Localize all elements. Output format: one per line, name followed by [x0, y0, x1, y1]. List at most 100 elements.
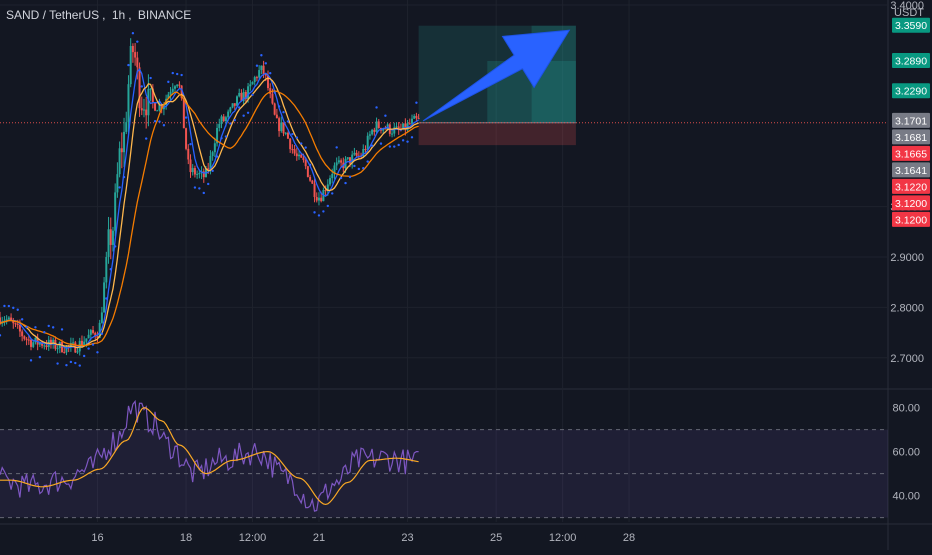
psar-dot — [331, 192, 334, 195]
candle-body — [408, 123, 411, 125]
candle-body — [18, 324, 21, 332]
price-label-bg — [892, 178, 930, 194]
candle-body — [76, 351, 79, 353]
psar-dot — [167, 80, 170, 84]
candle-body — [340, 160, 343, 163]
candle-body — [264, 74, 267, 76]
psar-dot — [162, 124, 166, 127]
price-label-bg — [892, 129, 930, 145]
psar-dot — [189, 143, 192, 146]
candle-body — [258, 70, 261, 78]
candle-body — [251, 81, 254, 85]
candle-body — [16, 323, 19, 325]
candle-body — [375, 121, 378, 132]
candle-body — [80, 340, 83, 346]
x-tick-label: 25 — [490, 532, 502, 544]
candle-body — [348, 157, 351, 164]
psar-dot — [379, 142, 383, 145]
psar-dot — [304, 146, 307, 149]
psar-dot — [105, 297, 108, 300]
psar-dot — [300, 142, 303, 145]
psar-dot — [202, 191, 205, 195]
psar-dot — [56, 362, 59, 365]
psar-dot — [326, 204, 330, 208]
candle-body — [410, 118, 413, 124]
candle-body — [326, 184, 329, 191]
candle-body — [311, 180, 314, 184]
candle-body — [7, 317, 10, 320]
psar-dot — [34, 326, 37, 329]
candle-body — [38, 342, 41, 345]
rsi-tick-label: 40.00 — [892, 491, 920, 503]
candle-body — [286, 132, 289, 139]
candle-body — [45, 345, 48, 348]
psar-dot — [406, 140, 409, 143]
psar-dot — [255, 64, 259, 67]
price-label: 3.1200 — [895, 214, 927, 226]
psar-dot — [193, 186, 197, 189]
psar-dot — [109, 268, 112, 271]
candle-body — [178, 84, 181, 86]
psar-dot — [131, 32, 135, 35]
candle-body — [337, 160, 340, 163]
psar-dot — [362, 166, 365, 170]
psar-dot — [12, 306, 15, 310]
candle-body — [171, 88, 174, 92]
candle-body — [100, 312, 103, 323]
psar-dot — [375, 106, 378, 109]
candle-body — [393, 127, 396, 134]
candle-body — [151, 88, 154, 104]
psar-dot — [60, 328, 64, 331]
candle-body — [27, 339, 30, 341]
psar-dot — [229, 122, 232, 125]
symbol-label[interactable]: SAND / TetherUS — [6, 8, 100, 22]
candle-body — [111, 230, 114, 245]
psar-dot — [51, 326, 55, 329]
candle-body — [278, 118, 281, 132]
psar-dot — [3, 304, 6, 308]
candle-body — [94, 332, 97, 337]
candle-body — [134, 52, 137, 58]
candle-body — [368, 134, 371, 136]
psar-dot — [410, 136, 414, 139]
candle-body — [65, 345, 68, 353]
candle-body — [317, 197, 320, 201]
candle-body — [202, 171, 205, 178]
candle-body — [267, 75, 270, 89]
candle-body — [224, 117, 227, 122]
candle-body — [41, 342, 44, 346]
candle-layer — [0, 38, 420, 356]
candle-body — [293, 149, 296, 154]
psar-dot — [184, 116, 188, 119]
candle-body — [269, 88, 272, 94]
candle-body — [238, 92, 241, 97]
candle-body — [12, 320, 15, 324]
price-label-bg — [892, 195, 930, 211]
candle-body — [247, 86, 250, 100]
candle-body — [89, 330, 92, 335]
interval-label[interactable]: 1h — [111, 8, 126, 22]
psar-dot — [393, 145, 396, 148]
psar-dot — [353, 164, 356, 168]
psar-dot — [308, 163, 312, 167]
psar-dot — [401, 139, 405, 142]
candle-body — [335, 162, 338, 166]
candle-body — [131, 45, 134, 53]
x-tick-label: 16 — [91, 532, 103, 544]
psar-dot — [69, 360, 73, 364]
price-label-bg — [892, 52, 930, 68]
psar-dot — [282, 111, 285, 114]
price-label-bg — [892, 145, 930, 161]
price-label: 3.1681 — [895, 132, 927, 144]
x-tick-label: 23 — [401, 532, 413, 544]
x-tick-label: 12:00 — [239, 532, 267, 544]
psar-dot — [238, 106, 241, 109]
candle-body — [3, 320, 6, 322]
psar-dot — [251, 93, 254, 96]
ma-mid-line — [0, 77, 419, 349]
candle-body — [114, 192, 117, 231]
y-tick-label: 2.7000 — [890, 353, 924, 365]
psar-dot — [357, 167, 361, 171]
